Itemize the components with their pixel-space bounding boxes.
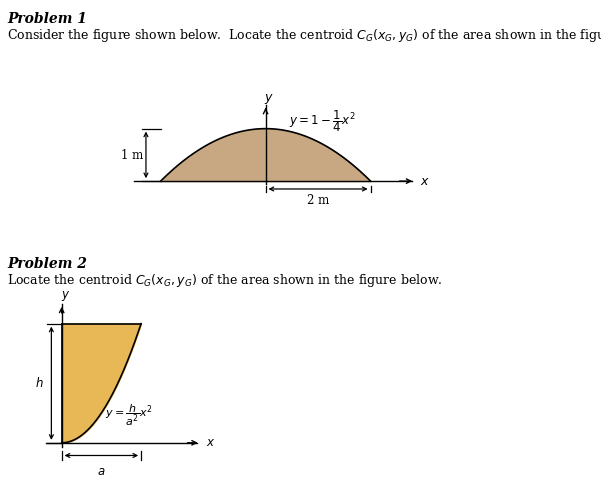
Text: 1 m: 1 m [121, 149, 143, 162]
Text: $a$: $a$ [97, 465, 106, 478]
Text: Consider the figure shown below.  Locate the centroid $C_G(x_G, y_G)$ of the are: Consider the figure shown below. Locate … [7, 27, 601, 44]
Text: Problem 2: Problem 2 [7, 257, 87, 271]
Text: Locate the centroid $C_G(x_G, y_G)$ of the area shown in the figure below.: Locate the centroid $C_G(x_G, y_G)$ of t… [7, 272, 443, 289]
Text: Problem 1: Problem 1 [7, 12, 87, 26]
Text: $x$: $x$ [206, 436, 216, 449]
Text: $h$: $h$ [35, 376, 44, 390]
Text: $y$: $y$ [264, 92, 273, 106]
Text: $x$: $x$ [420, 174, 430, 188]
Text: $y = \dfrac{h}{a^2}x^2$: $y = \dfrac{h}{a^2}x^2$ [105, 402, 153, 428]
Text: 2 m: 2 m [307, 194, 329, 207]
Text: $y$: $y$ [61, 289, 70, 303]
Text: $y = 1 - \dfrac{1}{4}x^2$: $y = 1 - \dfrac{1}{4}x^2$ [289, 108, 356, 134]
